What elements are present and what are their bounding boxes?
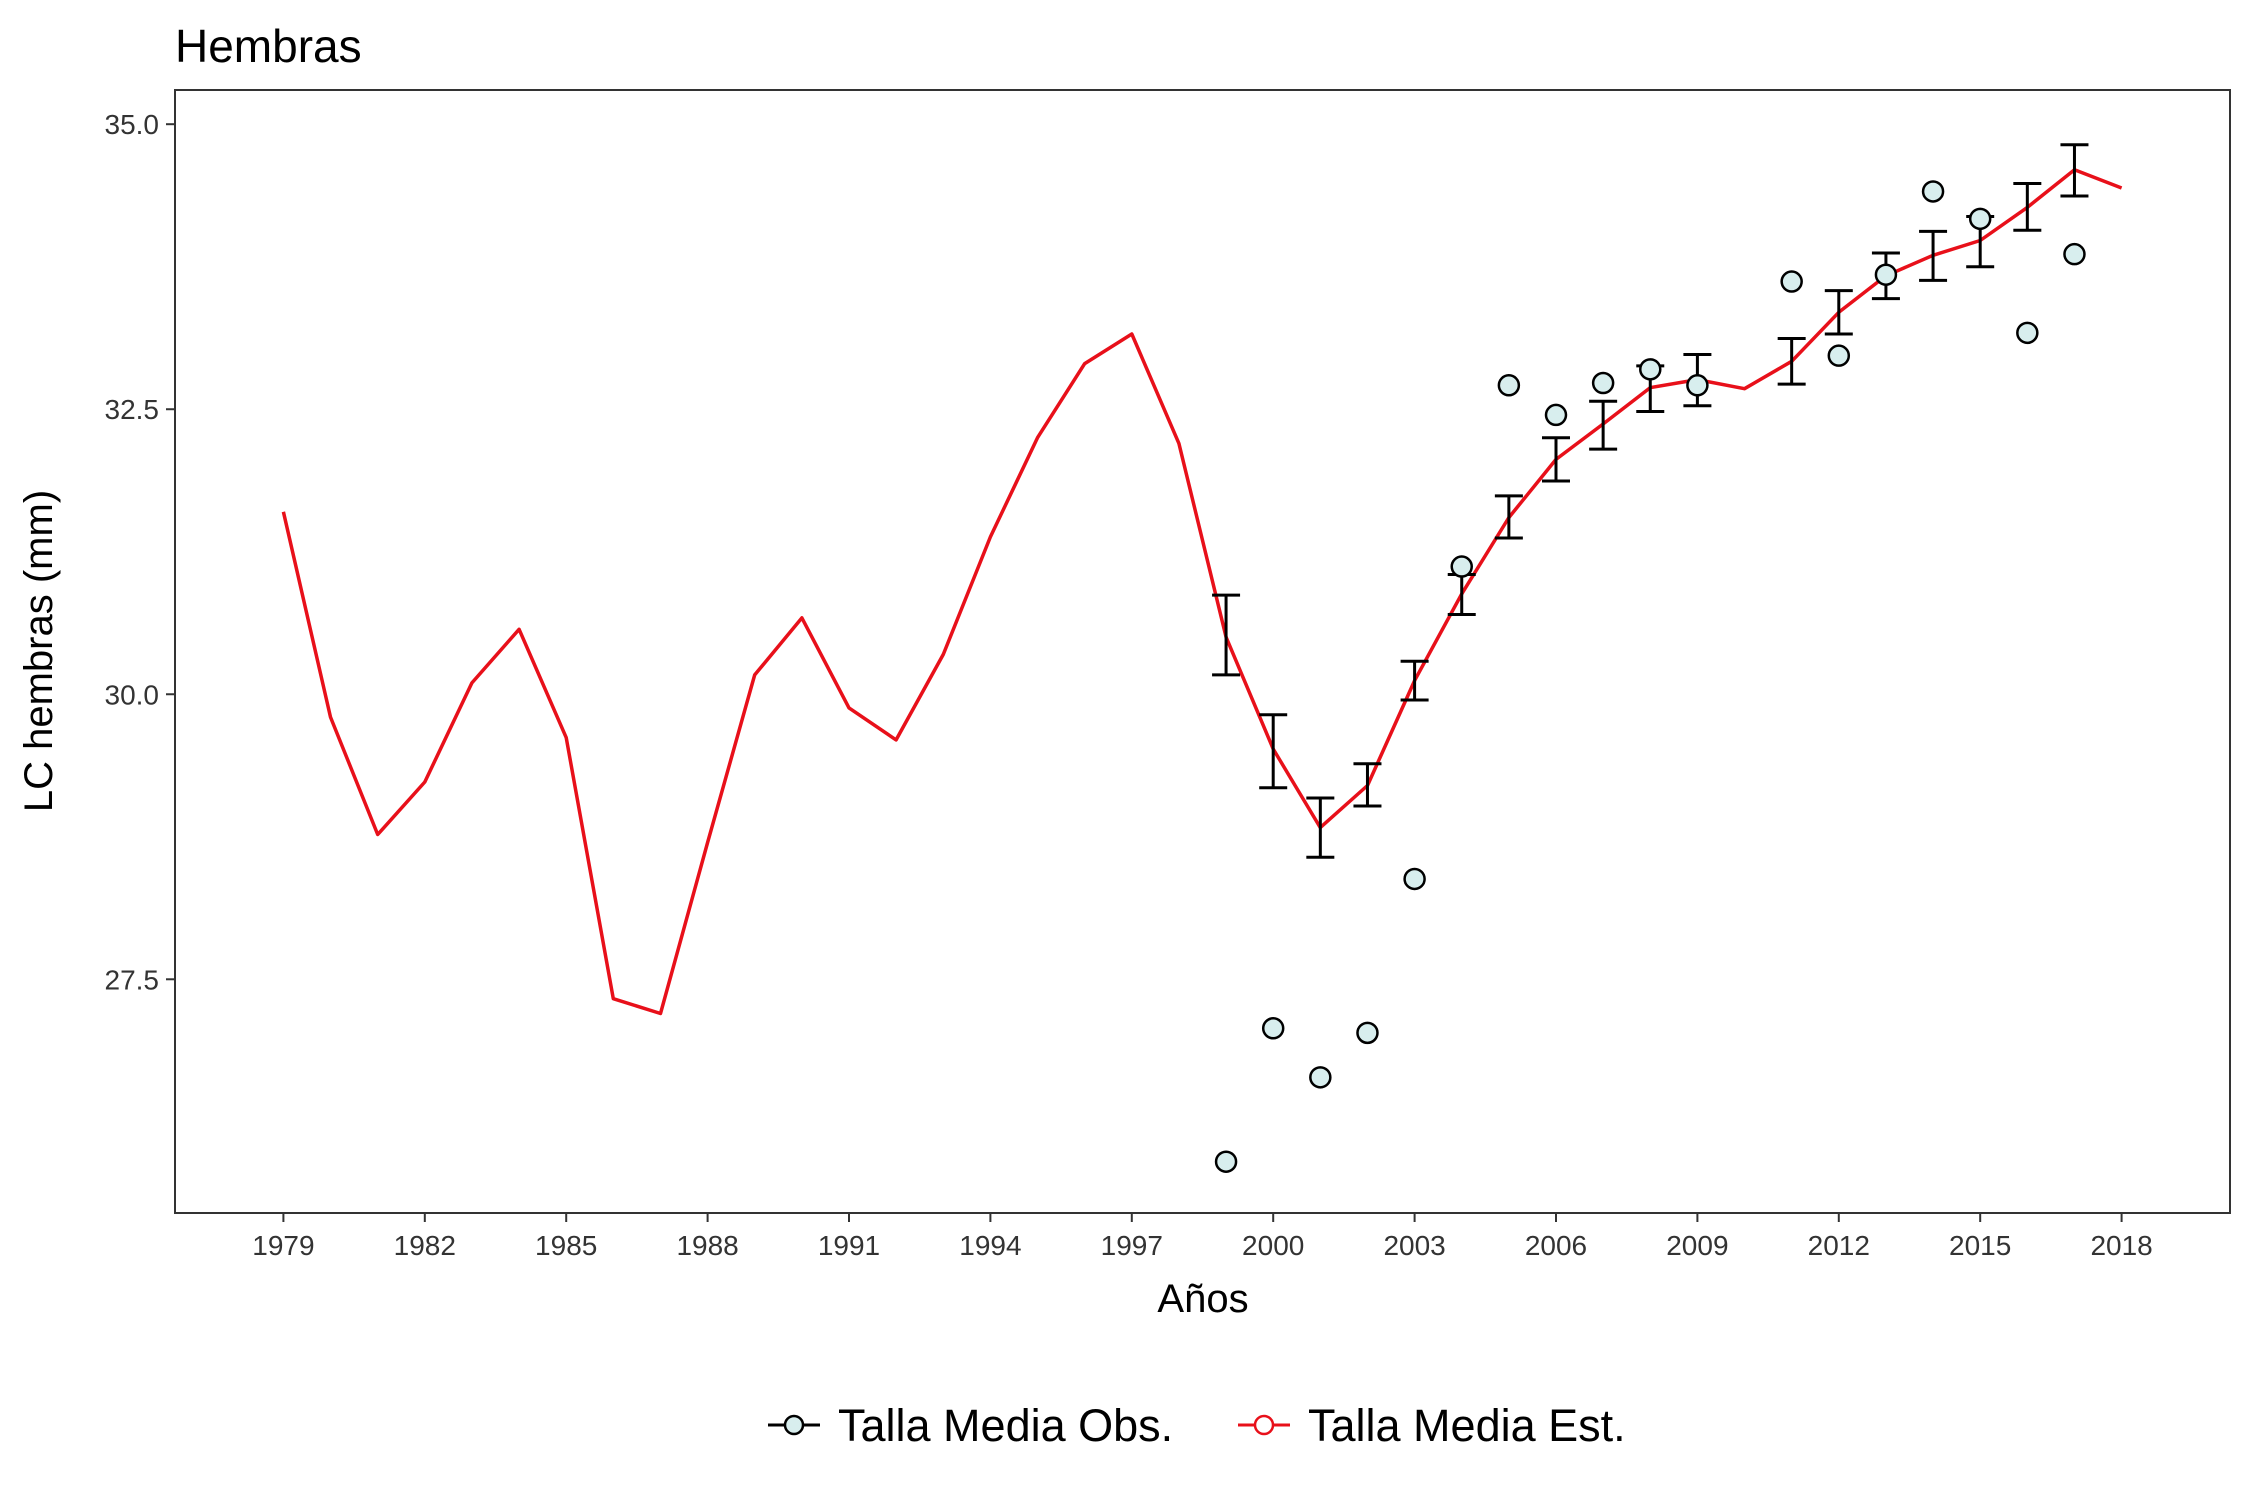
error-bar [2013, 181, 2042, 232]
error-bar [1541, 436, 1570, 483]
observed-point [1968, 207, 1992, 231]
error-bar [1824, 289, 1853, 336]
error-bar [1919, 229, 1948, 282]
error-bar [1212, 593, 1241, 677]
observed-point [2016, 321, 2039, 345]
x-axis: 1979 1982 1985 1988 1991 1994 1997 2000 2003 2006… [252, 1213, 2153, 1261]
observed-series [1214, 180, 2086, 1173]
x-axis-title: Años [1157, 1277, 1248, 1321]
legend: Talla Media Obs. Talla Media Est. [768, 1400, 1626, 1451]
x-tick-label: 1994 [959, 1230, 1021, 1261]
legend-key-observed [768, 1414, 820, 1436]
observed-point [1544, 403, 1568, 427]
error-bar [1353, 762, 1382, 808]
error-bar [1777, 337, 1806, 386]
observed-point [1686, 374, 1709, 397]
x-tick-label: 2012 [1808, 1230, 1870, 1261]
y-tick-label: 35.0 [105, 109, 160, 140]
x-tick-label: 2006 [1525, 1230, 1587, 1261]
observed-point [1450, 555, 1473, 578]
observed-point [1214, 1150, 1238, 1173]
legend-observed-marker [783, 1414, 805, 1436]
error-bar [1400, 659, 1429, 702]
y-axis: 27.5 30.0 32.5 35.0 [105, 109, 175, 995]
error-bar [1259, 713, 1288, 790]
x-tick-label: 1988 [676, 1230, 738, 1261]
y-axis-title: LC hembras (mm) [17, 490, 61, 812]
y-tick-label: 27.5 [105, 964, 160, 995]
y-tick-label: 30.0 [105, 679, 160, 710]
x-tick-label: 1991 [818, 1230, 880, 1261]
legend-label-observed: Talla Media Obs. [838, 1400, 1173, 1451]
error-bar [2060, 143, 2089, 198]
x-tick-label: 1982 [394, 1230, 456, 1261]
observed-point [1309, 1066, 1332, 1089]
error-bar [1306, 796, 1335, 859]
error-bar [1589, 399, 1618, 451]
observed-point [1591, 371, 1615, 395]
legend-key-estimated [1238, 1414, 1290, 1436]
x-tick-label: 2015 [1949, 1230, 2011, 1261]
x-tick-label: 1997 [1101, 1230, 1163, 1261]
error-bar [1494, 494, 1523, 540]
observed-point [1780, 270, 1803, 293]
observed-point [1827, 344, 1851, 367]
estimated-series [281, 168, 2123, 1016]
observed-point [1403, 867, 1426, 891]
observed-point [1639, 358, 1662, 381]
observed-point [2063, 242, 2086, 266]
legend-estimated-marker [1253, 1414, 1275, 1436]
y-tick-label: 32.5 [105, 394, 160, 425]
error-bars [1212, 143, 2089, 859]
x-tick-label: 1979 [252, 1230, 314, 1261]
legend-label-estimated: Talla Media Est. [1308, 1400, 1626, 1451]
observed-point [1874, 263, 1898, 286]
observed-point [1497, 374, 1521, 397]
observed-point [1921, 180, 1945, 203]
x-tick-label: 2018 [2090, 1230, 2152, 1261]
observed-point [1356, 1021, 1379, 1045]
x-tick-label: 2003 [1383, 1230, 1445, 1261]
observed-point [1261, 1017, 1285, 1040]
chart-title: Hembras [175, 20, 362, 72]
x-tick-label: 2000 [1242, 1230, 1304, 1261]
x-tick-label: 1985 [535, 1230, 597, 1261]
estimated-line [281, 168, 2123, 1016]
x-tick-label: 2009 [1666, 1230, 1728, 1261]
